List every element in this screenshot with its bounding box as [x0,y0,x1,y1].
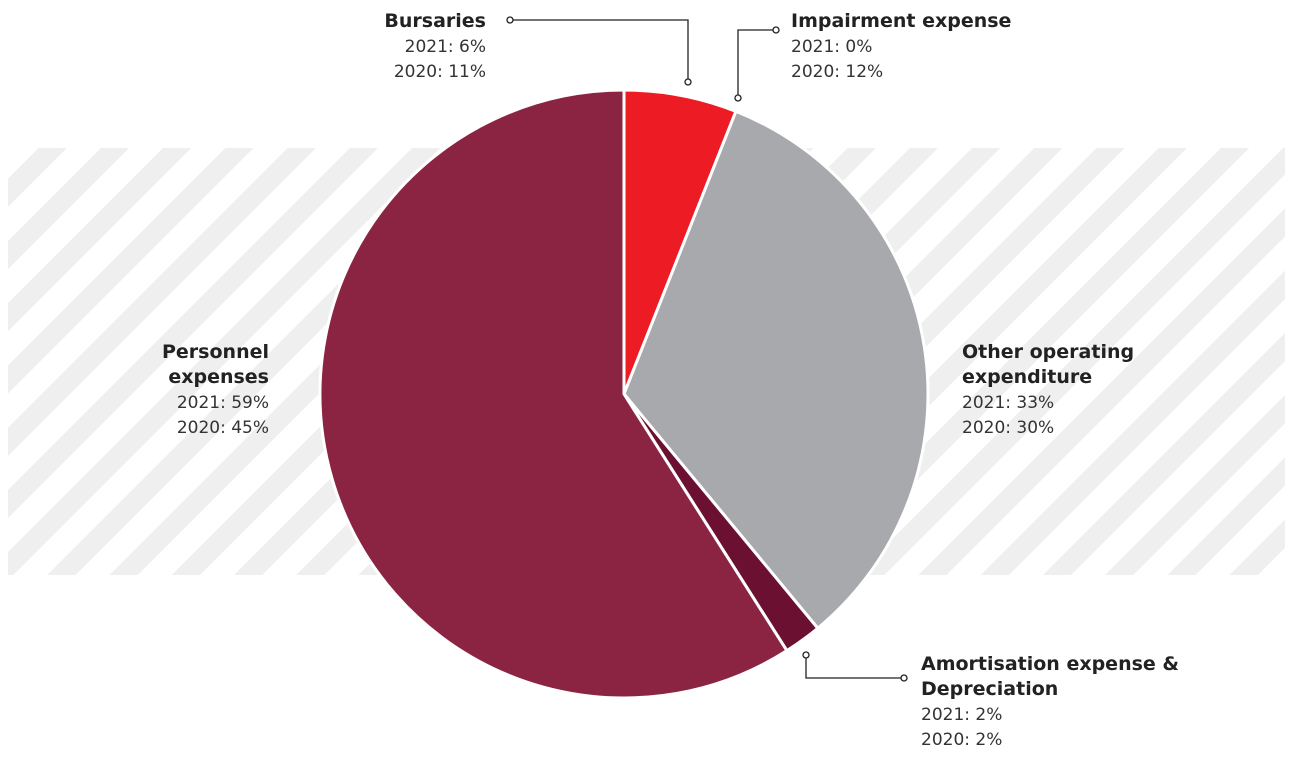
label-value-2021: 2021: 0% [791,37,872,57]
label-title: expenditure [962,366,1092,388]
slice-labels: Bursaries 2021: 6% 2020: 11% Impairment exp… [162,10,1179,750]
label-value-2020: 2020: 12% [791,62,883,82]
label-value-2021: 2021: 6% [405,37,486,57]
label-title: Impairment expense [791,10,1011,32]
label-value-2020: 2020: 30% [962,418,1054,438]
leader-impairment-expense [734,26,780,102]
label-value-2021: 2021: 59% [177,393,269,413]
leader-lines [506,16,908,682]
pie-slices [318,88,930,700]
label-personnel-expenses: Personnel expenses 2021: 59% 2020: 45% [162,341,269,438]
label-title: Bursaries [384,10,486,32]
leader-dot [684,78,692,86]
label-amortisation-expense-and-depreciation: Amortisation expense & Depreciation 2021: … [921,653,1179,750]
label-value-2021: 2021: 33% [962,393,1054,413]
label-value-2021: 2021: 2% [921,705,1002,725]
leader-dot [772,26,780,34]
label-value-2020: 2020: 11% [394,62,486,82]
leader-dot [900,674,908,682]
label-title: Amortisation expense & [921,653,1179,675]
label-title: Other operating [962,341,1134,363]
slice-other-operating-expenditure [622,109,930,630]
label-other-operating-expenditure: Other operating expenditure 2021: 33% 2020:… [962,341,1134,438]
leader-line [737,29,776,98]
label-impairment-expense: Impairment expense 2021: 0% 2020: 12% [791,10,1011,82]
label-value-2020: 2020: 2% [921,730,1002,750]
leader-dot [506,16,514,24]
leader-dot [734,94,742,102]
leader-line [510,19,689,82]
leader-amortisation-depreciation [802,651,908,682]
label-bursaries: Bursaries 2021: 6% 2020: 11% [384,10,486,82]
label-value-2020: 2020: 45% [177,418,269,438]
leader-bursaries [506,16,692,86]
label-title: Personnel [162,341,269,363]
leader-line [805,655,904,679]
slice-personnel-expenses [318,88,789,700]
leader-dot [802,651,810,659]
label-title: Depreciation [921,678,1058,700]
label-title: expenses [168,366,269,388]
